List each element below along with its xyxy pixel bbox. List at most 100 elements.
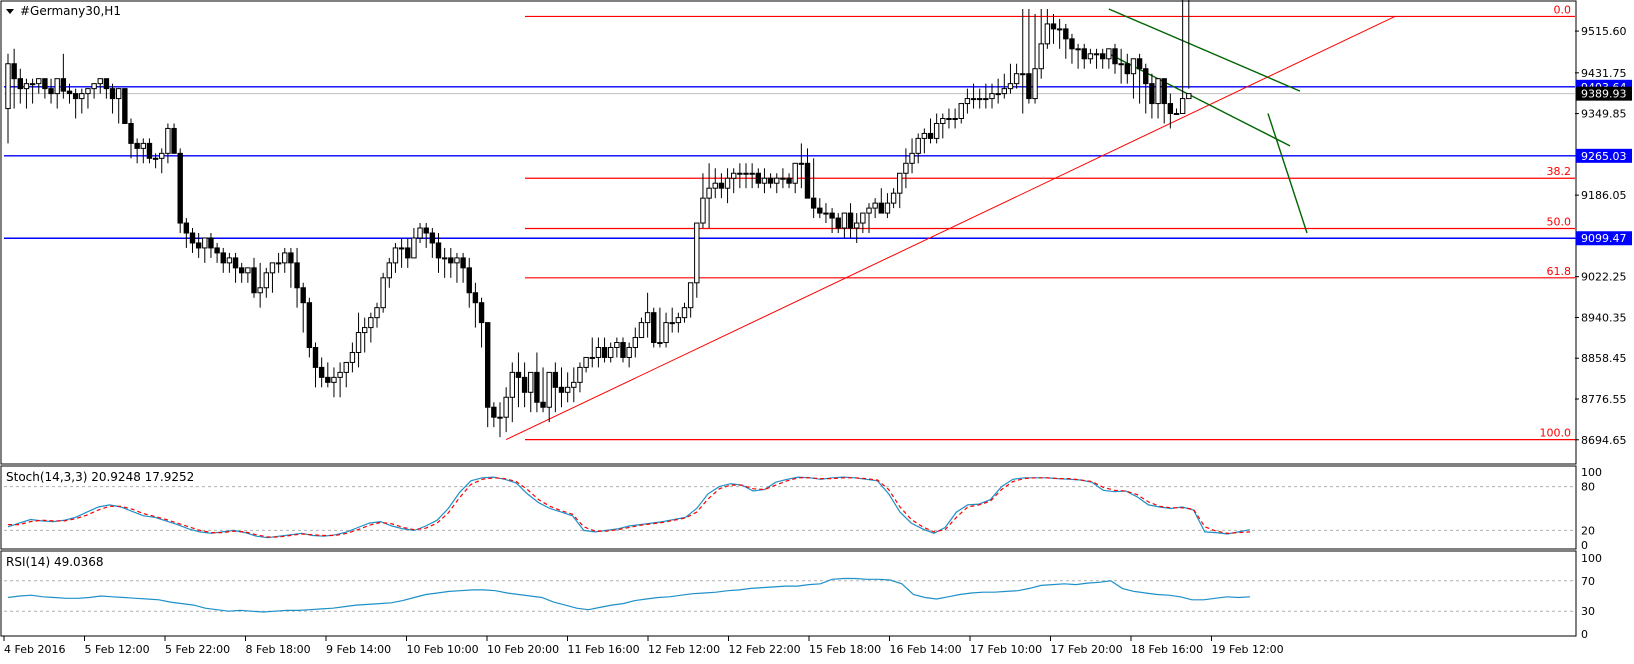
candle-body — [1056, 28, 1063, 31]
candle-body — [103, 78, 110, 90]
candle-body — [226, 257, 233, 264]
candle-body — [497, 416, 503, 419]
time-tick-label: 12 Feb 22:00 — [729, 643, 801, 656]
candle-body — [675, 317, 682, 324]
time-tick-label: 11 Feb 16:00 — [568, 643, 640, 656]
candle-body — [1173, 113, 1180, 116]
candle-body — [866, 207, 872, 214]
candle-body — [29, 83, 36, 86]
osc-tick-label: 20 — [1581, 524, 1595, 537]
candle-body — [571, 381, 577, 388]
candle-body — [109, 88, 116, 100]
candle-body — [706, 187, 712, 199]
candle-body — [503, 396, 509, 418]
candle-body — [251, 267, 257, 294]
candle-body — [362, 327, 368, 334]
candle-body — [528, 371, 534, 393]
candle-body — [1112, 48, 1118, 65]
time-tick-label: 12 Feb 12:00 — [648, 643, 720, 656]
time-tick-label: 17 Feb 20:00 — [1051, 643, 1123, 656]
channel-upper-line — [1108, 8, 1301, 92]
stoch-title: Stoch(14,3,3) 20.9248 17.9252 — [6, 470, 194, 484]
series-line-RSI — [7, 577, 1251, 613]
candle-body — [983, 98, 989, 101]
candle-body — [933, 122, 940, 139]
candle-body — [1106, 48, 1112, 60]
candle-body — [1081, 48, 1087, 60]
main-panel-frame — [0, 0, 1577, 465]
candle-body — [1118, 63, 1124, 66]
trendlines-layer — [505, 8, 1396, 441]
candle-body — [257, 287, 263, 294]
candle-body — [915, 137, 921, 154]
price-tick-label: 9349.85 — [1581, 108, 1627, 121]
candle-body — [159, 152, 165, 159]
candle-body — [940, 118, 946, 124]
candle-body — [1032, 68, 1038, 100]
fib-level-label: 61.8 — [1547, 265, 1572, 278]
candle-body — [152, 157, 159, 160]
candle-body — [1124, 63, 1130, 75]
candle-body — [977, 98, 983, 101]
candle-body — [952, 118, 958, 120]
candle-body — [386, 262, 393, 279]
candle-body — [546, 371, 552, 408]
fib-level-label: 50.0 — [1547, 216, 1572, 229]
candle-body — [638, 322, 645, 339]
menu-triangle-icon[interactable] — [6, 9, 14, 14]
candle-body — [1136, 58, 1143, 70]
candle-body — [374, 307, 380, 319]
candle-body — [116, 88, 122, 100]
time-tick-label: 18 Feb 16:00 — [1131, 643, 1203, 656]
price-label-text: 9099.47 — [1581, 232, 1627, 245]
price-label-box — [1576, 231, 1632, 246]
stoch-panel-frame — [0, 465, 1577, 550]
candle-body — [632, 337, 638, 349]
candle-body — [288, 252, 294, 264]
candle-body — [380, 277, 386, 309]
candle-body — [694, 222, 700, 284]
osc-tick-label: 0 — [1581, 628, 1588, 641]
candle-body — [435, 242, 442, 259]
candle-body — [792, 162, 798, 184]
candle-body — [817, 207, 823, 214]
candle-body — [620, 342, 626, 358]
fib-level-label: 0.0 — [1554, 3, 1572, 16]
candle-body — [263, 272, 270, 289]
candle-body — [749, 172, 755, 175]
candle-body — [854, 222, 860, 229]
candle-body — [552, 371, 559, 388]
candle-body — [1143, 68, 1149, 85]
osc-tick-label: 30 — [1581, 605, 1595, 618]
candle-body — [454, 257, 460, 264]
stoch-layer: 100 80 20 0 — [4, 466, 1602, 552]
candle-body — [558, 386, 565, 393]
osc-tick-label: 100 — [1581, 552, 1602, 565]
candle-body — [245, 267, 251, 274]
series-line-signal — [8, 477, 1251, 538]
candle-body — [337, 371, 343, 378]
rsi-panel-frame — [0, 550, 1577, 637]
candle-body — [577, 366, 583, 383]
candle-body — [755, 172, 761, 184]
candle-body — [11, 63, 17, 80]
time-tick-label: 5 Feb 22:00 — [165, 643, 230, 656]
candle-body — [903, 162, 909, 174]
osc-tick-label: 80 — [1581, 481, 1595, 494]
candle-body — [66, 90, 73, 95]
time-tick-label: 16 Feb 14:00 — [890, 643, 962, 656]
projection-line — [1267, 113, 1308, 234]
candle-body — [1007, 83, 1014, 90]
candle-body — [472, 292, 479, 304]
candle-body — [171, 127, 177, 154]
candle-body — [91, 83, 97, 90]
candle-body — [1093, 53, 1100, 56]
candle-body — [583, 356, 589, 368]
time-tick-label: 17 Feb 10:00 — [970, 643, 1042, 656]
candle-body — [448, 257, 454, 264]
candle-body — [958, 103, 964, 119]
candle-body — [79, 93, 85, 100]
candle-body — [23, 83, 30, 90]
candle-body — [872, 202, 878, 209]
